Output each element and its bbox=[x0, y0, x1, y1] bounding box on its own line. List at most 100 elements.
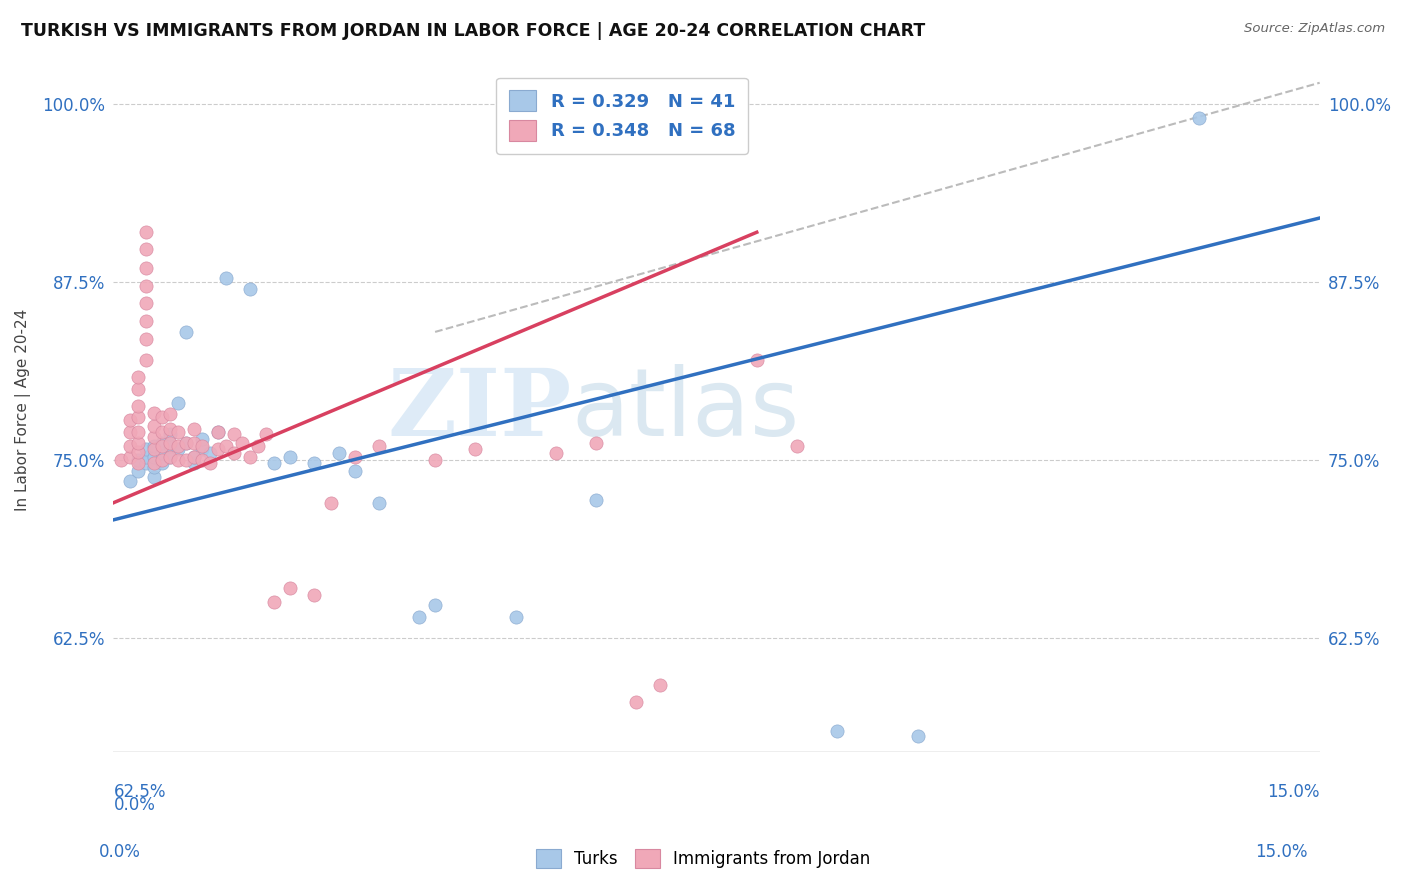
Point bbox=[150, 453, 173, 467]
Point bbox=[408, 609, 430, 624]
Point bbox=[150, 436, 173, 450]
Point bbox=[207, 425, 229, 439]
Point bbox=[280, 581, 302, 595]
Text: TURKISH VS IMMIGRANTS FROM JORDAN IN LABOR FORCE | AGE 20-24 CORRELATION CHART: TURKISH VS IMMIGRANTS FROM JORDAN IN LAB… bbox=[21, 22, 925, 40]
Point bbox=[191, 453, 214, 467]
Text: ZIP: ZIP bbox=[388, 365, 572, 455]
Point bbox=[166, 442, 188, 456]
Text: 0.0%: 0.0% bbox=[114, 797, 155, 814]
Point bbox=[135, 260, 157, 275]
Point bbox=[135, 353, 157, 368]
Point bbox=[1188, 112, 1211, 126]
Point bbox=[222, 427, 245, 442]
Point bbox=[183, 436, 205, 450]
Point bbox=[166, 396, 188, 410]
Text: 15.0%: 15.0% bbox=[1256, 843, 1308, 861]
Text: 15.0%: 15.0% bbox=[1267, 782, 1320, 801]
Point bbox=[198, 446, 221, 460]
Point bbox=[304, 588, 326, 602]
Text: Source: ZipAtlas.com: Source: ZipAtlas.com bbox=[1244, 22, 1385, 36]
Point bbox=[142, 406, 165, 420]
Point bbox=[127, 453, 149, 467]
Text: atlas: atlas bbox=[572, 364, 800, 456]
Point bbox=[174, 436, 197, 450]
Point bbox=[127, 370, 149, 384]
Point bbox=[367, 496, 389, 510]
Point bbox=[343, 450, 366, 465]
Point bbox=[150, 446, 173, 460]
Point bbox=[215, 439, 238, 453]
Point bbox=[585, 492, 607, 507]
Point bbox=[423, 599, 446, 613]
Point bbox=[907, 729, 929, 743]
Point bbox=[166, 439, 188, 453]
Point bbox=[247, 439, 270, 453]
Legend: R = 0.329   N = 41, R = 0.348   N = 68: R = 0.329 N = 41, R = 0.348 N = 68 bbox=[496, 78, 748, 153]
Point bbox=[183, 450, 205, 465]
Point bbox=[127, 382, 149, 396]
Point bbox=[127, 465, 149, 479]
Point bbox=[142, 439, 165, 453]
Point bbox=[786, 439, 808, 453]
Point bbox=[127, 399, 149, 413]
Point bbox=[343, 465, 366, 479]
Point bbox=[215, 270, 238, 285]
Point bbox=[159, 408, 181, 422]
Point bbox=[254, 427, 277, 442]
Point bbox=[135, 243, 157, 257]
Point bbox=[159, 436, 181, 450]
Point bbox=[222, 446, 245, 460]
Point bbox=[159, 450, 181, 465]
Point bbox=[159, 439, 181, 453]
Point bbox=[142, 456, 165, 470]
Point bbox=[159, 450, 181, 465]
Point bbox=[110, 453, 132, 467]
Point bbox=[207, 442, 229, 456]
Point bbox=[159, 422, 181, 436]
Point bbox=[367, 439, 389, 453]
Point bbox=[174, 453, 197, 467]
Point bbox=[135, 450, 157, 465]
Point bbox=[142, 442, 165, 456]
Point bbox=[142, 450, 165, 465]
Point bbox=[150, 425, 173, 439]
Point bbox=[174, 436, 197, 450]
Point bbox=[239, 450, 262, 465]
Point bbox=[263, 456, 285, 470]
Point bbox=[142, 418, 165, 433]
Point bbox=[127, 410, 149, 425]
Point bbox=[150, 456, 173, 470]
Point bbox=[650, 678, 672, 692]
Point bbox=[505, 609, 527, 624]
Point bbox=[127, 436, 149, 450]
Point bbox=[118, 475, 141, 489]
Point bbox=[319, 496, 342, 510]
Point bbox=[191, 442, 214, 456]
Point bbox=[118, 450, 141, 465]
Point bbox=[745, 353, 768, 368]
Point bbox=[118, 425, 141, 439]
Point bbox=[464, 442, 486, 456]
Point bbox=[174, 325, 197, 339]
Point bbox=[142, 470, 165, 484]
Point bbox=[423, 453, 446, 467]
Text: 0.0%: 0.0% bbox=[98, 843, 141, 861]
Point bbox=[624, 695, 647, 709]
Point bbox=[585, 436, 607, 450]
Point bbox=[263, 595, 285, 609]
Point bbox=[135, 313, 157, 327]
Point bbox=[118, 413, 141, 427]
Legend: Turks, Immigrants from Jordan: Turks, Immigrants from Jordan bbox=[529, 842, 877, 875]
Point bbox=[207, 425, 229, 439]
Point bbox=[304, 456, 326, 470]
Point bbox=[135, 332, 157, 346]
Point bbox=[191, 439, 214, 453]
Point bbox=[135, 456, 157, 470]
Point bbox=[150, 439, 173, 453]
Point bbox=[328, 446, 350, 460]
Point bbox=[159, 427, 181, 442]
Point bbox=[127, 444, 149, 458]
Point bbox=[142, 430, 165, 444]
Point bbox=[127, 456, 149, 470]
Point bbox=[198, 456, 221, 470]
